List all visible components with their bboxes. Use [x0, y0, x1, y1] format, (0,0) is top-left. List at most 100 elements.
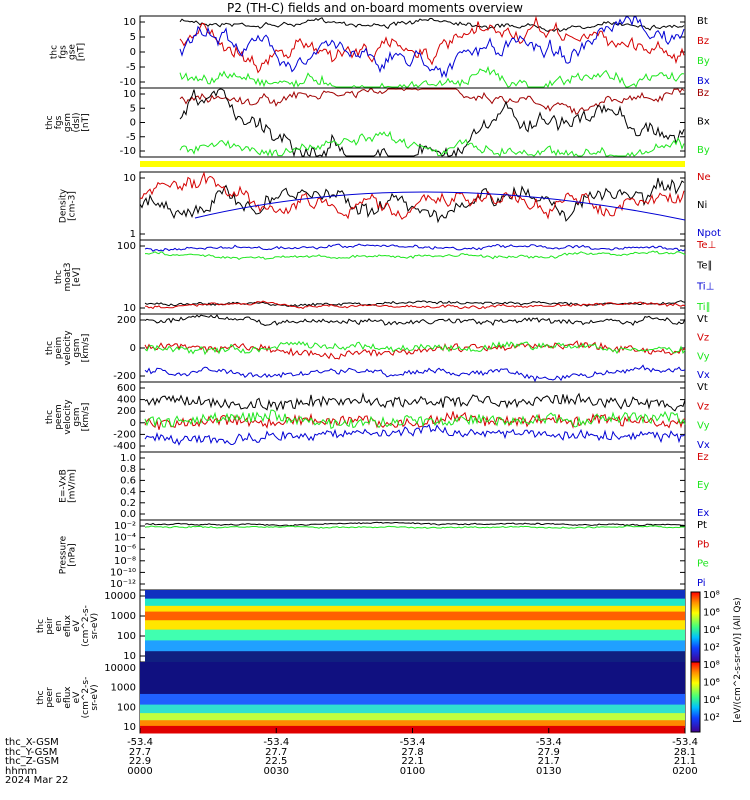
ylabel-3-0: thc: [54, 270, 64, 284]
ytick-label-9-2: 100: [117, 702, 136, 713]
footer-column-0: -53.4 27.7 22.9 0000: [110, 738, 170, 776]
footer-label-hhmm: hhmm: [5, 765, 38, 777]
footer-value: 27.8: [401, 746, 424, 758]
footer-value: -53.4: [672, 737, 698, 748]
legend-2-1: Ni: [697, 200, 707, 211]
ytick-label-1-3: -5: [126, 132, 136, 143]
panel-frame-6: [139, 451, 686, 521]
footer-value: 0200: [672, 765, 698, 777]
footer-column-1: -53.4 27.7 22.5 0030: [246, 738, 306, 776]
ytick-label-1-1: 5: [130, 103, 136, 114]
legend-2-2: Npot: [697, 228, 721, 239]
colorbar-tick-6: 10⁴: [703, 695, 720, 706]
footer-value: 27.7: [128, 746, 152, 758]
legend-6-1: Ey: [697, 480, 709, 491]
ytick-label-0-3: -5: [126, 62, 136, 73]
spectrogram-band: [145, 605, 685, 613]
ytick-label-0-1: 5: [130, 32, 136, 43]
footer-label-z: thc_Z-GSM: [5, 756, 60, 768]
ylabel-8-3: eflux: [63, 614, 73, 637]
colorbar-lower: [690, 661, 701, 733]
spectrogram-band: [140, 704, 685, 714]
ylabel-3-1: moat3: [63, 262, 73, 291]
footer-value: 0130: [536, 765, 562, 777]
ylabel-5-4: [km/s]: [81, 403, 91, 432]
ytick-label-9-3: 10: [123, 722, 136, 733]
panel-frame-0: [139, 15, 686, 89]
footer-column-3: -53.4 27.9 21.7 0130: [519, 738, 579, 776]
ytick-label-5-0: 600: [117, 383, 136, 394]
ytick-label-2-1: 1: [130, 229, 136, 240]
spectrogram-band: [145, 598, 685, 607]
series-Pt: [144, 521, 686, 527]
legend-3-0: Te⊥: [696, 240, 716, 251]
series-gsm-Bx: [179, 88, 685, 158]
series-gsm-By: [179, 130, 685, 158]
legend-5-0: Vt: [697, 382, 708, 393]
series-peem-Vt: [144, 392, 686, 412]
ylabel-9-6: sr-eV): [90, 684, 100, 710]
legend-6-0: Ez: [697, 452, 709, 463]
colorbar-tick-2: 10⁴: [703, 625, 720, 636]
ytick-label-5-5: -400: [113, 441, 136, 452]
colorbar-tick-3: 10²: [703, 643, 720, 654]
legend-0-3: Bx: [697, 76, 710, 87]
series-Tiperp: [144, 243, 686, 252]
ytick-label-1-4: -10: [120, 146, 136, 157]
series-Ni: [139, 177, 685, 224]
series-peem-Vy: [144, 409, 686, 429]
spectrogram-band: [145, 640, 685, 652]
ytick-label-3-1: 10: [123, 303, 136, 314]
colorbar-upper: [690, 591, 701, 663]
ylabel-6-1: [mV/m]: [68, 469, 78, 503]
legend-6-2: Ex: [697, 508, 709, 519]
colorbar-tick-4: 10⁸: [703, 660, 720, 671]
ylabel-8-5: (cm^2-s-: [81, 605, 91, 647]
legend-1-0: Bz: [697, 88, 709, 99]
ylabel-9-4: eV: [72, 691, 82, 704]
spectrogram-peir: [145, 590, 685, 663]
legend-3-3: Ti∥: [696, 302, 711, 313]
ytick-label-6-3: 0.4: [120, 487, 136, 498]
legend-3-2: Ti⊥: [696, 281, 714, 292]
ytick-label-6-4: 0.2: [120, 498, 136, 509]
footer-value: -53.4: [263, 737, 290, 748]
legend-5-1: Vz: [697, 401, 709, 412]
series-peem-Vz: [144, 411, 686, 430]
series-peim-Vy: [144, 340, 686, 356]
ylabel-4-1: peim: [54, 337, 64, 360]
legend-7-3: Pi: [697, 578, 706, 589]
ylabel-0-2: gse: [68, 44, 78, 60]
series-gsm-Bz: [179, 88, 685, 115]
spectrogram-peer: [140, 662, 685, 734]
legend-1-2: By: [697, 145, 710, 156]
ylabel-0-1: fgs: [59, 45, 69, 59]
ytick-label-9-0: 10000: [104, 663, 136, 674]
series-Tepar: [144, 300, 686, 307]
legend-7-0: Pt: [697, 520, 707, 531]
ylabel-9-2: en: [54, 692, 64, 703]
footer-value: 0100: [399, 765, 426, 777]
ylabel-0-0: thc: [50, 45, 60, 59]
ytick-label-6-5: 0.0: [120, 509, 136, 520]
ylabel-9-3: eflux: [63, 686, 73, 709]
ytick-label-5-3: 0: [130, 418, 136, 429]
ytick-label-4-2: -200: [113, 371, 136, 382]
ytick-label-7-0: 10⁻²: [114, 521, 136, 532]
spectrogram-band: [145, 651, 685, 663]
ylabel-6-0: E=-VxB: [59, 469, 69, 503]
ytick-label-7-4: 10⁻¹⁰: [110, 567, 136, 578]
spectrogram-band: [145, 611, 685, 621]
footer-value: 27.7: [265, 746, 288, 758]
footer-value: 0000: [127, 765, 153, 777]
legend-5-2: Vy: [697, 421, 710, 432]
footer-value: 22.1: [401, 756, 424, 768]
legend-0-0: Bt: [697, 16, 708, 27]
ylabel-9-0: thc: [36, 690, 46, 704]
spectrogram-band: [145, 590, 685, 600]
ytick-label-5-2: 200: [117, 406, 136, 417]
colorbar-tick-7: 10²: [703, 713, 720, 724]
footer-row-labels: thc_X-GSM thc_Y-GSM thc_Z-GSM hhmm 2024 …: [5, 738, 68, 786]
colorbar-tick-1: 10⁶: [703, 608, 720, 619]
ylabel-3-2: [eV]: [72, 268, 82, 287]
